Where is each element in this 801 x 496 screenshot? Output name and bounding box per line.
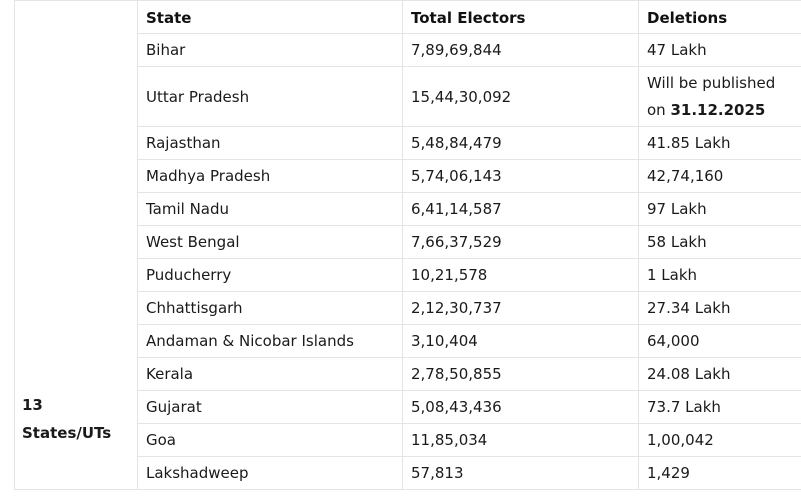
state-cell: West Bengal (137, 225, 403, 259)
electors-cell: 5,74,06,143 (402, 159, 639, 193)
table-row: Rajasthan 5,48,84,479 41.85 Lakh (15, 126, 801, 160)
electors-cell: 2,78,50,855 (402, 357, 639, 391)
electors-cell: 5,48,84,479 (402, 126, 639, 160)
deletions-cell: 27.34 Lakh (638, 291, 801, 325)
state-cell: Kerala (137, 357, 403, 391)
deletions-cell: 64,000 (638, 324, 801, 358)
deletions-cell: 42,74,160 (638, 159, 801, 193)
state-cell: Puducherry (137, 258, 403, 292)
group-label-text: States/UTs (22, 424, 112, 442)
state-cell: Andaman & Nicobar Islands (137, 324, 403, 358)
table-row: Gujarat 5,08,43,436 73.7 Lakh (15, 390, 801, 424)
table-row: Chhattisgarh 2,12,30,737 27.34 Lakh (15, 291, 801, 325)
electors-cell: 3,10,404 (402, 324, 639, 358)
state-cell: Lakshadweep (137, 456, 403, 490)
table-row: Andaman & Nicobar Islands 3,10,404 64,00… (15, 324, 801, 358)
state-cell: Uttar Pradesh (137, 66, 403, 127)
state-cell: Rajasthan (137, 126, 403, 160)
electors-cell: 7,89,69,844 (402, 33, 639, 67)
electors-table-container: 13 States/UTs State Total Electors Delet… (14, 0, 801, 490)
deletions-cell: 41.85 Lakh (638, 126, 801, 160)
state-cell: Tamil Nadu (137, 192, 403, 226)
header-deletions: Deletions (638, 0, 801, 34)
deletions-cell: 97 Lakh (638, 192, 801, 226)
deletions-cell: 58 Lakh (638, 225, 801, 259)
electors-cell: 15,44,30,092 (402, 66, 639, 127)
header-state: State (137, 0, 403, 34)
table-row: Tamil Nadu 6,41,14,587 97 Lakh (15, 192, 801, 226)
electors-cell: 5,08,43,436 (402, 390, 639, 424)
state-cell: Chhattisgarh (137, 291, 403, 325)
electors-cell: 10,21,578 (402, 258, 639, 292)
state-cell: Bihar (137, 33, 403, 67)
state-cell: Gujarat (137, 390, 403, 424)
deletions-cell: 1 Lakh (638, 258, 801, 292)
table-row: Lakshadweep 57,813 1,429 (15, 456, 801, 490)
table-row: Puducherry 10,21,578 1 Lakh (15, 258, 801, 292)
table-row: West Bengal 7,66,37,529 58 Lakh (15, 225, 801, 259)
deletions-cell: 47 Lakh (638, 33, 801, 67)
group-label-cell: 13 States/UTs (14, 0, 138, 490)
deletions-cell: 1,429 (638, 456, 801, 490)
deletions-note-date: 31.12.2025 (670, 100, 766, 119)
deletions-cell: 73.7 Lakh (638, 390, 801, 424)
state-cell: Goa (137, 423, 403, 457)
electors-cell: 7,66,37,529 (402, 225, 639, 259)
state-cell: Madhya Pradesh (137, 159, 403, 193)
table-row: Madhya Pradesh 5,74,06,143 42,74,160 (15, 159, 801, 193)
deletions-cell: Will be published on 31.12.2025 (638, 66, 801, 127)
header-total-electors: Total Electors (402, 0, 639, 34)
electors-cell: 57,813 (402, 456, 639, 490)
group-label-count: 13 (22, 396, 43, 414)
electors-table: 13 States/UTs State Total Electors Delet… (14, 0, 801, 490)
table-header-row: 13 States/UTs State Total Electors Delet… (14, 0, 801, 490)
electors-cell: 2,12,30,737 (402, 291, 639, 325)
electors-cell: 6,41,14,587 (402, 192, 639, 226)
electors-cell: 11,85,034 (402, 423, 639, 457)
deletions-cell: 1,00,042 (638, 423, 801, 457)
deletions-note-text: Will be published on (647, 73, 776, 119)
table-row: Goa 11,85,034 1,00,042 (15, 423, 801, 457)
deletions-cell: 24.08 Lakh (638, 357, 801, 391)
